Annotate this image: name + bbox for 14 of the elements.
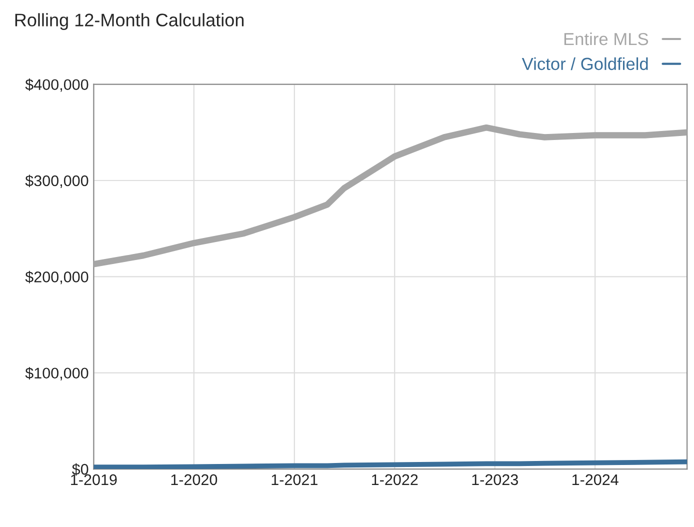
legend-label: Victor / Goldfield	[522, 57, 648, 70]
x-tick-label: 1-2022	[372, 474, 418, 486]
y-tick-label: $0	[72, 463, 88, 476]
chart-title: Rolling 12-Month Calculation	[15, 13, 244, 30]
y-tick-label: $100,000	[25, 367, 88, 380]
x-tick-label: 1-2020	[171, 474, 218, 486]
legend-label: Entire MLS	[564, 32, 648, 46]
x-tick-label: 1-2021	[272, 474, 318, 486]
y-tick-label: $200,000	[25, 270, 88, 284]
x-tick-label: 1-2019	[71, 474, 117, 486]
y-tick-label: $300,000	[25, 174, 88, 188]
y-tick-label: $400,000	[25, 78, 88, 92]
x-tick-label: 1-2023	[472, 474, 518, 486]
x-tick-label: 1-2024	[572, 474, 618, 486]
